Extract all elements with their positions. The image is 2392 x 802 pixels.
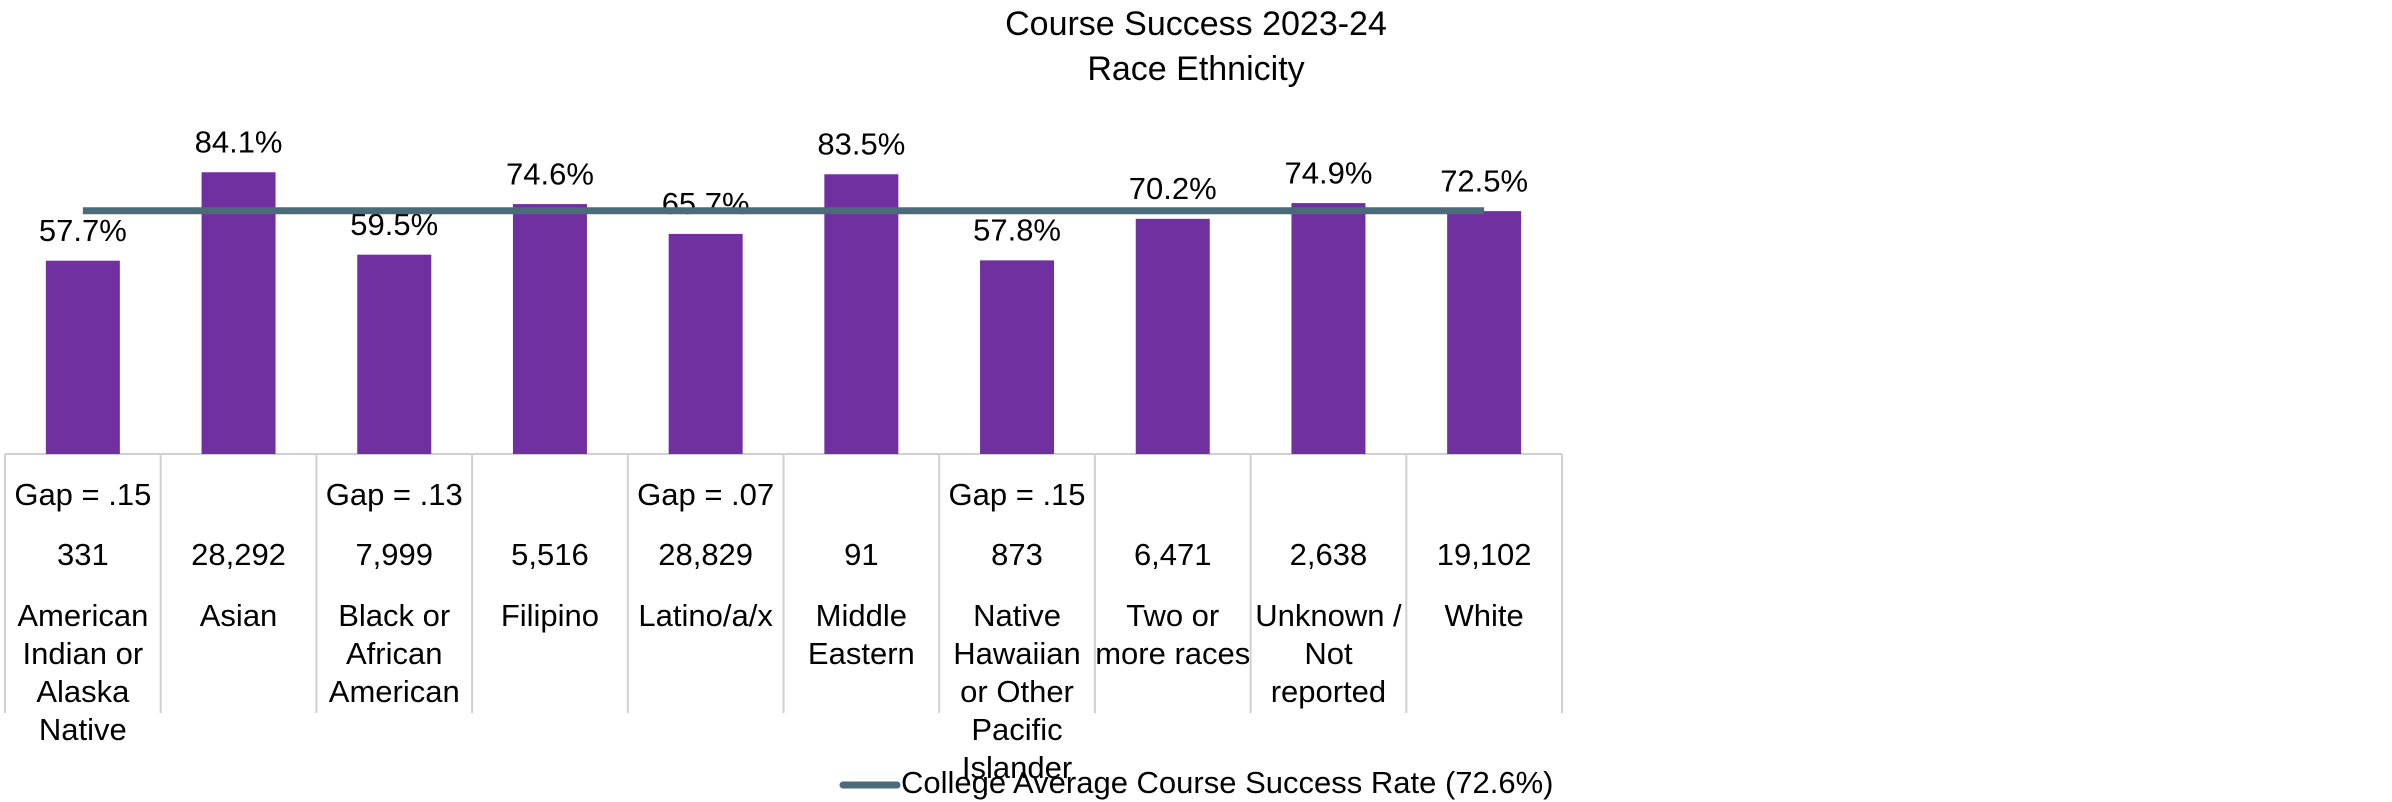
data-label: 70.2%: [1129, 171, 1217, 206]
bar: [512, 204, 587, 454]
count-label: 28,292: [191, 537, 286, 572]
data-label: 57.7%: [39, 213, 127, 248]
data-label: 65.7%: [662, 186, 750, 221]
count-label: 6,471: [1133, 537, 1212, 572]
data-label: 74.9%: [1284, 155, 1372, 190]
bar: [1291, 203, 1366, 454]
category-label: Native Hawaiian or Other Pacific Islande…: [953, 598, 1081, 785]
bar: [668, 233, 743, 454]
chart-title: Course Success 2023-24: [1005, 5, 1387, 43]
count-label: 91: [844, 537, 879, 572]
gap-label: Gap = .13: [325, 477, 463, 512]
legend-label: College Average Course Success Rate (72.…: [901, 765, 1554, 800]
bar: [980, 260, 1055, 454]
category-label: Unknown / Not reported: [1255, 598, 1402, 709]
bar: [45, 260, 120, 454]
data-label: 57.8%: [973, 213, 1061, 248]
count-label: 5,516: [511, 537, 589, 572]
category-label: White: [1444, 598, 1524, 633]
data-label: 72.5%: [1440, 163, 1528, 198]
bar: [824, 174, 899, 454]
count-label: 331: [56, 537, 109, 572]
data-label: 83.5%: [817, 126, 905, 161]
category-label: Two or more races: [1095, 598, 1251, 671]
category-label: Asian: [199, 598, 278, 633]
category-label: Latino/a/x: [638, 598, 773, 633]
gap-label: Gap = .15: [948, 477, 1086, 512]
bar: [201, 172, 276, 454]
bar: [357, 254, 432, 454]
bar: [1447, 211, 1522, 454]
data-label: 74.6%: [506, 156, 594, 191]
count-label: 7,999: [355, 537, 434, 572]
bar: [1135, 218, 1210, 454]
gap-label: Gap = .15: [14, 477, 152, 512]
count-label: 19,102: [1436, 537, 1532, 572]
category-label: Filipino: [500, 598, 600, 633]
data-label: 84.1%: [195, 124, 283, 159]
count-label: 873: [991, 537, 1043, 572]
count-label: 28,829: [658, 537, 754, 572]
chart-subtitle: Race Ethnicity: [1087, 50, 1304, 88]
category-label: Black or African American: [328, 598, 460, 709]
gap-label: Gap = .07: [637, 477, 775, 512]
category-label: Middle Eastern: [807, 598, 915, 671]
count-label: 2,638: [1289, 537, 1368, 572]
category-label: American Indian or Alaska Native: [17, 598, 149, 747]
